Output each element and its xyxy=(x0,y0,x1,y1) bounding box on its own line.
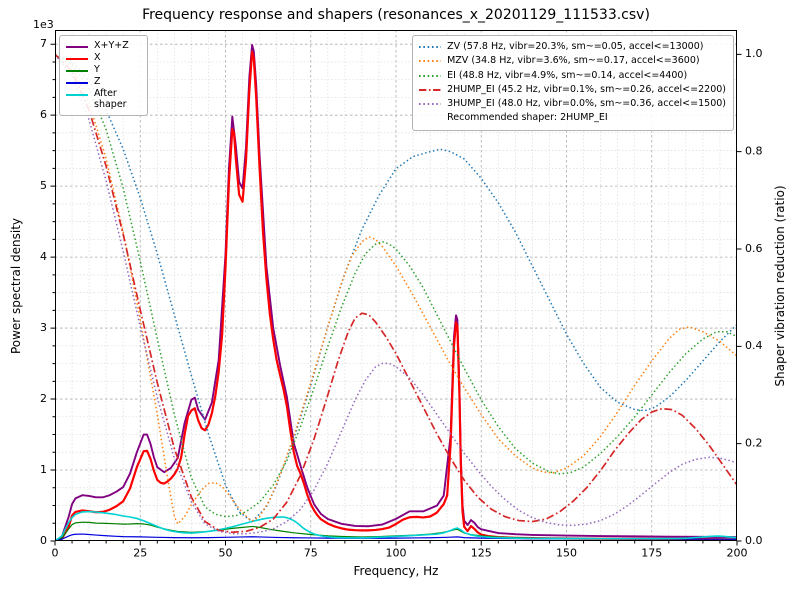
legend-item-z: Z xyxy=(66,76,140,88)
psd-legend: X+Y+Z X Y Z After shaper xyxy=(59,35,148,116)
legend-item-mzv: MZV (34.8 Hz, vibr=3.6%, sm~=0.17, accel… xyxy=(419,54,726,68)
legend-item-x: X xyxy=(66,52,140,64)
legend-label: Y xyxy=(94,63,100,75)
legend-item-x-y-z: X+Y+Z xyxy=(66,40,140,52)
legend-line-sample-icon xyxy=(419,74,442,77)
legend-label: Z xyxy=(94,75,101,87)
legend-item-zv: ZV (57.8 Hz, vibr=20.3%, sm~=0.05, accel… xyxy=(419,40,726,54)
legend-line-sample-icon xyxy=(419,46,442,48)
legend-label: 2HUMP_EI (45.2 Hz, vibr=0.1%, sm~=0.26, … xyxy=(447,83,726,95)
legend-item-3hump-ei: 3HUMP_EI (48.0 Hz, vibr=0.0%, sm~=0.36, … xyxy=(419,97,726,111)
y-axis-offset-text: 1e3 xyxy=(33,18,54,31)
legend-line-sample-icon xyxy=(66,69,88,72)
legend-label: EI (48.8 Hz, vibr=4.9%, sm~=0.14, accel<… xyxy=(447,69,688,81)
legend-label: MZV (34.8 Hz, vibr=3.6%, sm~=0.17, accel… xyxy=(447,55,700,67)
legend-line-sample-icon xyxy=(66,46,88,48)
legend-line-sample-icon xyxy=(66,81,88,84)
y-axis-right-label: Shaper vibration reduction (ratio) xyxy=(773,185,787,387)
shapers-legend: ZV (57.8 Hz, vibr=20.3%, sm~=0.05, accel… xyxy=(412,35,734,131)
legend-item-y: Y xyxy=(66,64,140,76)
legend-line-sample-icon xyxy=(419,88,442,91)
legend-item-2hump-ei: 2HUMP_EI (45.2 Hz, vibr=0.1%, sm~=0.26, … xyxy=(419,83,726,97)
legend-item-after-shaper: After shaper xyxy=(66,88,140,111)
legend-line-sample-icon xyxy=(66,57,88,60)
legend-label: X+Y+Z xyxy=(94,40,129,51)
x-axis-label: Frequency, Hz xyxy=(353,564,439,578)
legend-line-sample-icon xyxy=(419,60,442,63)
legend-line-sample-icon xyxy=(66,93,88,96)
chart-title: Frequency response and shapers (resonanc… xyxy=(142,7,650,23)
y-axis-left-label: Power spectral density xyxy=(9,217,23,355)
legend-label: X xyxy=(94,51,101,63)
legend-line-sample-icon xyxy=(419,103,442,105)
legend-label: ZV (57.8 Hz, vibr=20.3%, sm~=0.05, accel… xyxy=(447,41,704,52)
legend-label: After shaper xyxy=(94,87,127,110)
legend-item-ei: EI (48.8 Hz, vibr=4.9%, sm~=0.14, accel<… xyxy=(419,69,726,83)
recommended-shaper-note: Recommended shaper: 2HUMP_EI xyxy=(447,112,608,124)
legend-label: 3HUMP_EI (48.0 Hz, vibr=0.0%, sm~=0.36, … xyxy=(447,98,726,109)
